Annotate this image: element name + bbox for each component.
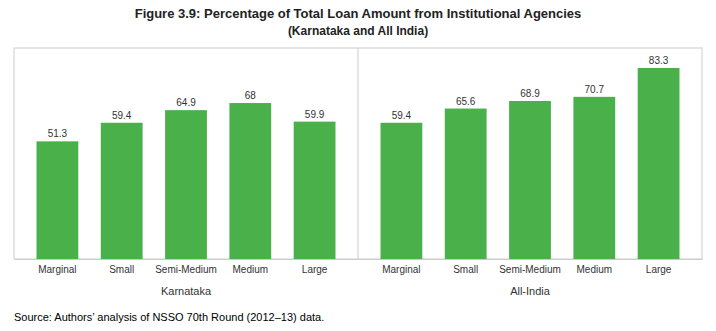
tick-label: Medium <box>577 264 613 275</box>
data-label: 83.3 <box>649 55 669 66</box>
plot-frame <box>14 48 702 259</box>
data-label: 68 <box>245 90 257 101</box>
tick-label: Large <box>302 264 328 275</box>
chart: Figure 3.9: Percentage of Total Loan Amo… <box>0 0 716 331</box>
data-label: 70.7 <box>585 84 605 95</box>
annotation: Source: Authors’ analysis of NSSO 70th R… <box>14 311 324 323</box>
tick: Medium <box>577 264 613 275</box>
bar <box>229 103 271 259</box>
tick: Semi-Medium <box>499 264 561 275</box>
bar <box>509 101 551 259</box>
title: Figure 3.9: Percentage of Total Loan Amo… <box>135 6 582 21</box>
data-label: 59.9 <box>305 109 325 120</box>
data-label: 59.4 <box>112 110 132 121</box>
bar <box>445 109 487 259</box>
bars <box>37 68 680 259</box>
x-axis: Marginal Small Semi-Medium Medium Large <box>15 260 359 276</box>
x-axis-line <box>359 259 703 260</box>
tick: Semi-Medium <box>155 264 217 275</box>
bar <box>573 97 615 259</box>
bar <box>294 122 336 259</box>
tick: Large <box>646 264 672 275</box>
tick-label: Marginal <box>38 264 76 275</box>
bar <box>101 123 143 259</box>
tick-label: Semi-Medium <box>499 264 561 275</box>
data-label: 68.9 <box>520 88 540 99</box>
data-label: 59.4 <box>392 110 412 121</box>
data-label: 64.9 <box>176 97 196 108</box>
tick: Small <box>109 264 134 275</box>
x-axis: Marginal Small Semi-Medium Medium Large <box>359 260 703 276</box>
tick: Marginal <box>38 264 76 275</box>
tick-label: Medium <box>233 264 269 275</box>
tick: Large <box>302 264 328 275</box>
tick-label: Large <box>646 264 672 275</box>
bar <box>381 123 423 259</box>
x-axis-line <box>15 259 359 260</box>
data-label: 65.6 <box>456 96 476 107</box>
tick-label: Semi-Medium <box>155 264 217 275</box>
tick-label: Small <box>453 264 478 275</box>
bar <box>165 110 207 259</box>
subtitle: (Karnataka and All India) <box>288 24 428 38</box>
data-label: 51.3 <box>48 128 68 139</box>
tick: Small <box>453 264 478 275</box>
tick-label: Small <box>109 264 134 275</box>
data-labels: 51.3 59.4 64.9 68 59.9 59.4 65.6 68.9 70.7 83.3 <box>48 55 669 139</box>
bar <box>37 141 79 259</box>
group-label: Karnataka <box>161 285 212 297</box>
bar <box>638 68 680 259</box>
group-label: All-India <box>510 285 551 297</box>
tick-label: Marginal <box>382 264 420 275</box>
tick: Marginal <box>382 264 420 275</box>
tick: Medium <box>233 264 269 275</box>
group-divider <box>358 48 359 259</box>
